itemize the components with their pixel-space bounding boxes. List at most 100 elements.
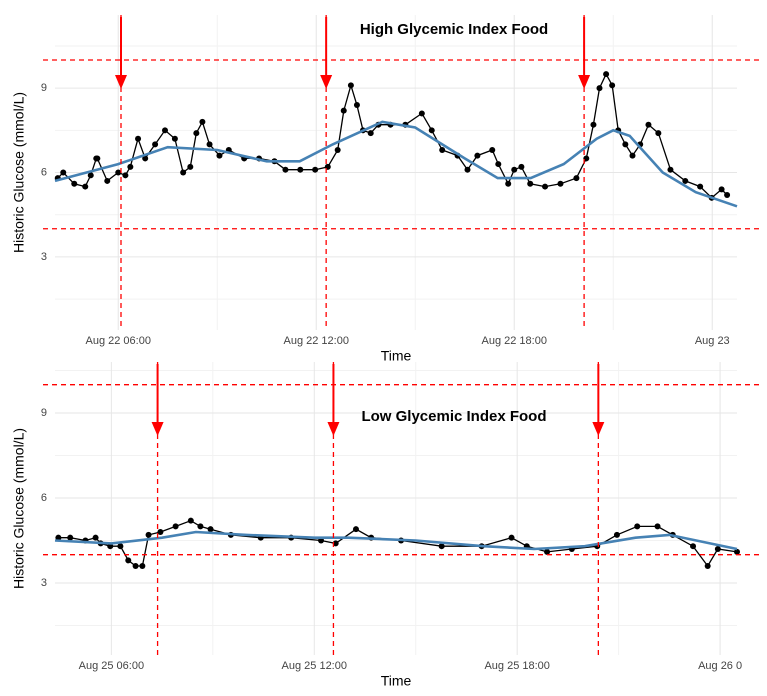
data-point bbox=[71, 180, 78, 187]
data-point bbox=[596, 85, 603, 92]
data-point bbox=[197, 523, 204, 530]
data-point bbox=[714, 546, 721, 553]
data-point bbox=[180, 169, 187, 176]
data-point bbox=[94, 155, 101, 162]
data-point bbox=[724, 192, 731, 198]
data-point bbox=[117, 543, 124, 550]
data-point bbox=[645, 121, 652, 128]
data-point bbox=[127, 163, 134, 170]
data-point bbox=[428, 127, 435, 134]
x-tick-label: Aug 22 12:00 bbox=[284, 335, 349, 347]
data-point bbox=[132, 563, 139, 570]
data-point bbox=[629, 152, 636, 159]
data-point bbox=[495, 161, 502, 168]
data-point bbox=[734, 548, 740, 555]
data-point bbox=[544, 548, 551, 555]
arrow-head bbox=[327, 422, 340, 436]
x-axis-title: Time bbox=[381, 348, 412, 364]
data-point bbox=[518, 163, 525, 170]
data-point bbox=[60, 169, 67, 176]
data-point bbox=[312, 166, 319, 173]
data-point bbox=[206, 141, 213, 148]
data-point bbox=[152, 141, 159, 148]
data-point bbox=[115, 169, 122, 176]
y-tick-label: 9 bbox=[41, 82, 47, 94]
data-point bbox=[439, 147, 446, 153]
data-point bbox=[573, 175, 580, 182]
data-point bbox=[199, 118, 206, 125]
data-point bbox=[508, 534, 515, 541]
data-point bbox=[216, 152, 223, 159]
data-point bbox=[527, 180, 534, 187]
data-point bbox=[557, 180, 564, 187]
data-point bbox=[655, 130, 662, 137]
x-tick-label: Aug 22 06:00 bbox=[86, 335, 151, 347]
data-point bbox=[334, 147, 341, 153]
y-tick-label: 3 bbox=[41, 577, 47, 589]
data-point bbox=[67, 534, 74, 541]
arrow-head bbox=[151, 422, 164, 436]
y-axis-title: Historic Glucose (mmol/L) bbox=[11, 92, 27, 253]
data-point bbox=[367, 130, 374, 137]
data-point bbox=[87, 172, 94, 179]
y-tick-label: 6 bbox=[41, 166, 47, 178]
data-point bbox=[505, 180, 512, 187]
data-point bbox=[347, 82, 354, 89]
arrow-head bbox=[115, 75, 127, 89]
data-point bbox=[122, 172, 129, 179]
annotation: Low Glycemic Index Food bbox=[361, 408, 546, 425]
data-point bbox=[718, 186, 725, 193]
data-point bbox=[104, 177, 111, 184]
x-tick-label: Aug 23 bbox=[695, 335, 730, 347]
series-line bbox=[54, 120, 738, 208]
data-point bbox=[340, 107, 347, 114]
data-point bbox=[297, 166, 304, 173]
data-point bbox=[697, 183, 704, 190]
data-point bbox=[464, 166, 471, 173]
y-axis-title: Historic Glucose (mmol/L) bbox=[11, 428, 27, 589]
data-point bbox=[352, 526, 359, 533]
data-point bbox=[704, 563, 711, 570]
x-axis-title: Time bbox=[381, 673, 412, 689]
data-point bbox=[622, 141, 629, 148]
x-tick-label: Aug 25 06:00 bbox=[79, 660, 144, 672]
data-point bbox=[318, 537, 325, 544]
x-tick-label: Aug 25 18:00 bbox=[484, 660, 549, 672]
y-tick-label: 3 bbox=[41, 251, 47, 263]
x-tick-label: Aug 25 12:00 bbox=[282, 660, 347, 672]
data-point bbox=[125, 557, 132, 564]
data-point bbox=[107, 543, 114, 550]
data-point bbox=[332, 540, 339, 547]
data-point bbox=[135, 135, 142, 142]
data-point bbox=[353, 102, 360, 108]
data-point bbox=[438, 543, 445, 550]
data-point bbox=[157, 529, 164, 536]
data-point bbox=[511, 166, 518, 173]
data-point bbox=[187, 163, 194, 170]
data-point bbox=[193, 130, 200, 137]
data-point bbox=[634, 523, 641, 530]
data-point bbox=[609, 82, 616, 89]
data-point bbox=[590, 121, 597, 128]
data-point bbox=[542, 183, 549, 190]
data-point bbox=[667, 166, 674, 173]
arrow-head bbox=[320, 75, 333, 89]
data-point bbox=[171, 135, 178, 142]
data-point bbox=[207, 526, 214, 533]
data-point bbox=[187, 517, 194, 524]
data-point bbox=[489, 147, 496, 153]
data-point bbox=[162, 127, 168, 134]
data-point bbox=[654, 523, 661, 530]
data-point bbox=[418, 110, 425, 117]
annotation: High Glycemic Index Food bbox=[360, 21, 548, 38]
arrow-head bbox=[592, 422, 605, 436]
data-point bbox=[583, 155, 590, 162]
data-point bbox=[82, 183, 89, 190]
data-point bbox=[145, 531, 152, 538]
data-point bbox=[142, 155, 149, 162]
data-point bbox=[139, 563, 146, 570]
data-point bbox=[92, 534, 99, 541]
arrow-head bbox=[578, 75, 591, 89]
data-point bbox=[172, 523, 179, 530]
